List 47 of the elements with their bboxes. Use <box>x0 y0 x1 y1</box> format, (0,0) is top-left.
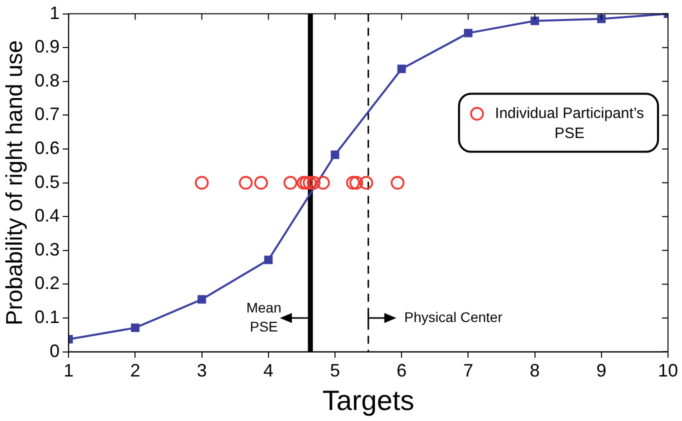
x-tick-label: 1 <box>64 360 74 381</box>
point <box>349 176 364 190</box>
ref-line-label: Mean PSE <box>246 299 282 334</box>
point <box>264 256 273 264</box>
point <box>346 176 360 190</box>
point <box>194 176 209 190</box>
ref-line-label: Physical Center <box>404 308 503 325</box>
point <box>283 176 298 190</box>
y-tick-label: 0.3 <box>34 239 60 260</box>
y-tick-label: 0.8 <box>34 70 60 90</box>
y-tick-label: 0.9 <box>34 36 60 57</box>
y-tick-label: 0.1 <box>34 306 60 327</box>
point <box>306 176 321 190</box>
y-tick-label: 0.4 <box>34 206 60 226</box>
point <box>359 176 374 190</box>
x-tick-label: 4 <box>263 360 274 381</box>
x-tick-label: 10 <box>658 360 678 381</box>
point <box>302 176 317 190</box>
y-tick-label: 1 <box>50 2 60 23</box>
y-tick-label: 0.5 <box>34 172 60 192</box>
point <box>530 16 540 26</box>
y-tick-label: 0.2 <box>34 273 60 294</box>
point <box>397 64 406 74</box>
x-tick-label: 7 <box>463 360 474 381</box>
x-tick-label: 5 <box>330 360 340 381</box>
y-axis-title: Probability of right hand use <box>1 40 28 326</box>
point <box>390 176 405 190</box>
point <box>238 176 253 190</box>
point <box>254 176 268 190</box>
point <box>130 324 140 332</box>
y-tick-label: 0 <box>50 340 60 361</box>
point <box>330 150 340 159</box>
legend-label: Individual Participant’s PSE <box>495 104 644 142</box>
x-tick-label: 9 <box>596 360 606 381</box>
point <box>464 28 472 38</box>
x-tick-label: 2 <box>130 360 140 381</box>
point <box>296 176 311 190</box>
y-tick-label: 0.6 <box>34 138 60 158</box>
x-tick-label: 3 <box>196 360 207 381</box>
point <box>597 14 606 24</box>
x-tick-label: 8 <box>530 360 540 381</box>
point <box>316 176 330 190</box>
point <box>299 176 314 190</box>
x-axis-title: Targets <box>322 384 414 416</box>
x-tick-label: 6 <box>396 360 407 381</box>
point <box>198 295 206 304</box>
y-tick-label: 0.7 <box>34 104 60 124</box>
